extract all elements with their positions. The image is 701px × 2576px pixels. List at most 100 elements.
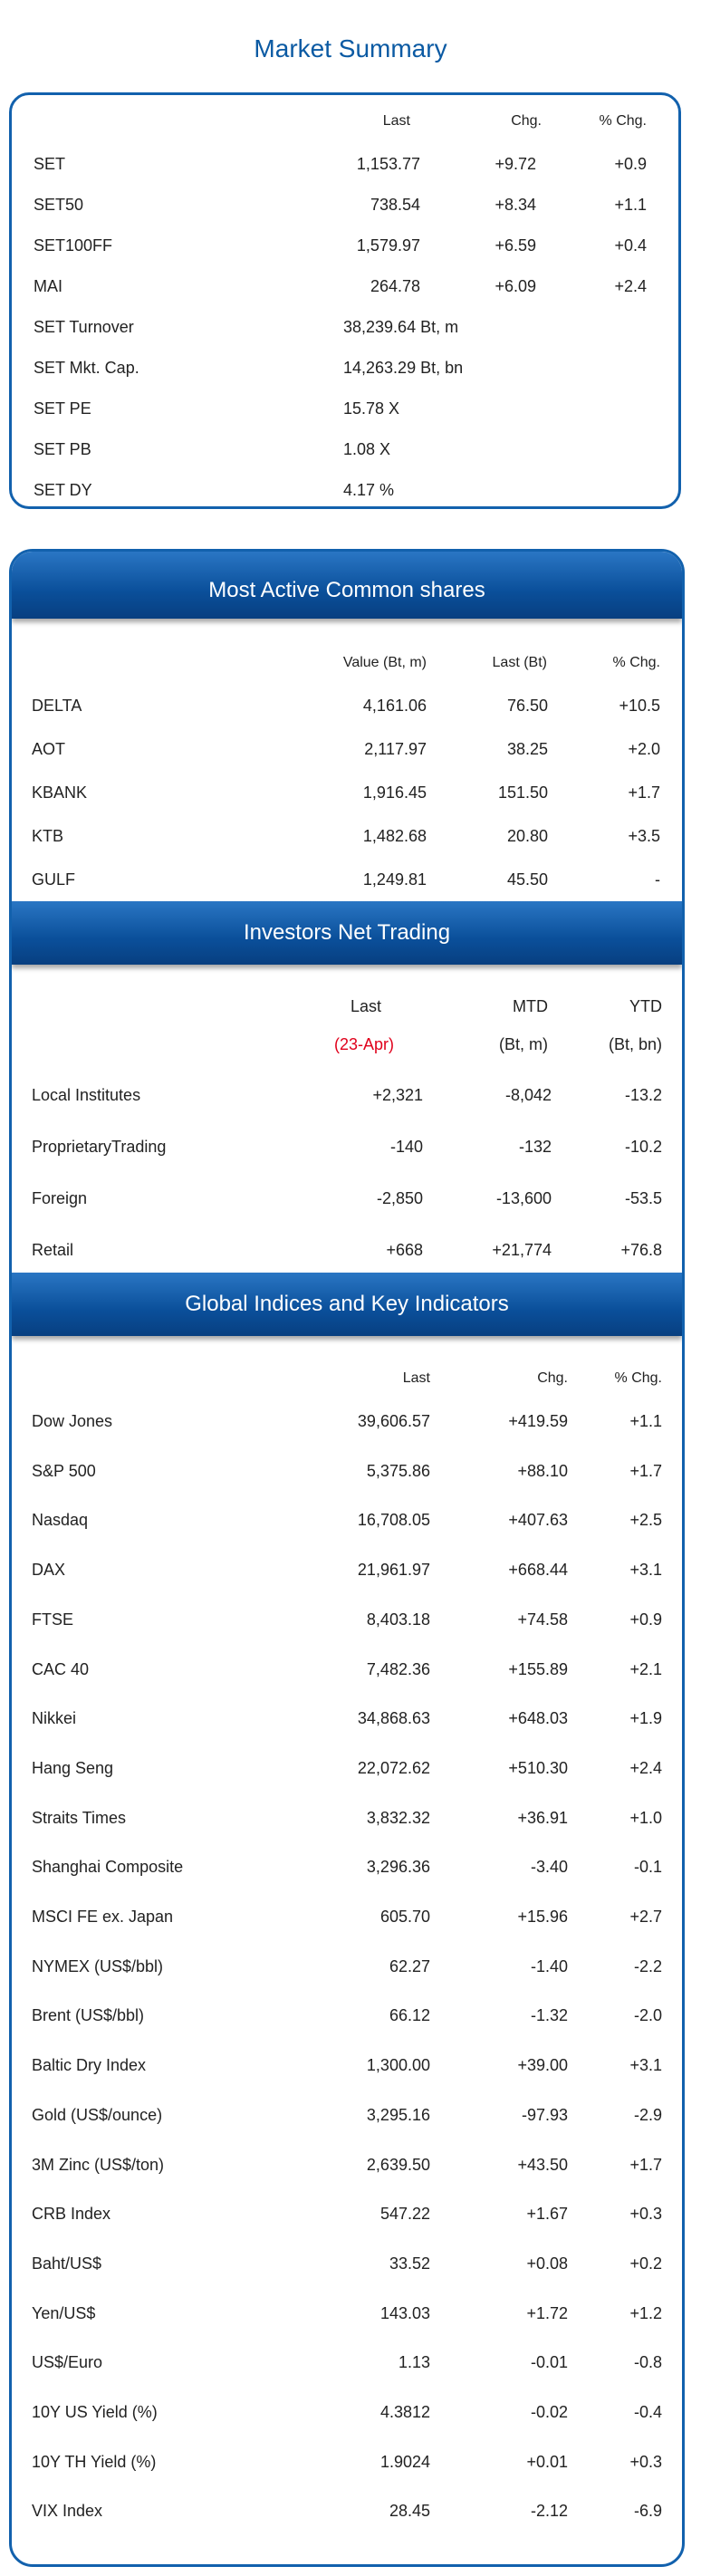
investors-title: Investors Net Trading [243, 920, 451, 945]
row-last-value: 22,072.62 [357, 1758, 430, 1777]
global-row: NYMEX (US$/bbl) 62.27 -1.40 -2.2 [12, 1957, 682, 1985]
row-chg-value: -0.01 [530, 2353, 568, 2372]
row-pct-value: +2.4 [614, 277, 647, 295]
row-last-value: 4.17 % [343, 481, 395, 499]
row-pct-value: +0.9 [629, 1610, 662, 1629]
row-pct-value: +1.7 [629, 2155, 662, 2174]
row-label: Local Institutes [32, 1086, 141, 1104]
investors-row: Retail +668 +21,774 +76.8 [12, 1241, 682, 1268]
row-label: Nasdaq [32, 1511, 89, 1530]
global-row: CRB Index 547.22 +1.67 +0.3 [12, 2205, 682, 2232]
most-active-row: KBANK 1,916.45 151.50 +1.7 [12, 783, 682, 811]
row-label: Yen/US$ [32, 2303, 96, 2322]
row-pct-value: +2.5 [629, 1511, 662, 1530]
investors-header-row: Last MTD YTD [12, 997, 682, 1024]
row-last-value: 143.03 [379, 2303, 430, 2322]
row-chg-value: +36.91 [517, 1808, 568, 1827]
row-label: Baht/US$ [32, 2254, 102, 2273]
row-last-value: 264.78 [370, 277, 420, 295]
most-active-row: DELTA 4,161.06 76.50 +10.5 [12, 697, 682, 724]
row-chg-value: +1.72 [526, 2303, 568, 2322]
row-last-value: 20.80 [506, 827, 548, 845]
row-label: GULF [32, 870, 76, 889]
row-chg-value: -2.12 [530, 2502, 568, 2521]
row-value: 1,916.45 [362, 783, 427, 802]
market-summary-panel: Last Chg. % Chg. SET 1,153.77 +9.72 +0.9 SET50 7… [9, 92, 681, 509]
row-last-value: +668 [386, 1241, 423, 1259]
most-active-header-row: Value (Bt, m) Last (Bt) % Chg. [12, 655, 682, 682]
row-last-value: +2,321 [372, 1086, 423, 1104]
most-active-title: Most Active Common shares [208, 578, 485, 602]
global-row: Gold (US$/ounce) 3,295.16 -97.93 -2.9 [12, 2106, 682, 2133]
col-chg-header: Chg. [537, 1370, 568, 1386]
global-row: 10Y US Yield (%) 4.3812 -0.02 -0.4 [12, 2403, 682, 2430]
global-header-row: Last Chg. % Chg. [12, 1370, 682, 1398]
row-label: Straits Times [32, 1808, 127, 1827]
row-last-value: -140 [389, 1138, 423, 1156]
row-chg-value: +155.89 [508, 1659, 568, 1678]
row-pct-value: - [655, 870, 660, 889]
col-mtd-unit: (Bt, m) [499, 1035, 548, 1053]
row-last-value: 15.78 X [343, 399, 400, 418]
global-row: Brent (US$/bbl) 66.12 -1.32 -2.0 [12, 2006, 682, 2033]
most-active-row: KTB 1,482.68 20.80 +3.5 [12, 827, 682, 854]
row-pct-value: +0.3 [629, 2452, 662, 2471]
row-pct-value: -6.9 [633, 2502, 662, 2521]
row-label: Gold (US$/ounce) [32, 2105, 163, 2124]
global-row: Nikkei 34,868.63 +648.03 +1.9 [12, 1709, 682, 1736]
row-label: AOT [32, 740, 66, 758]
row-label: US$/Euro [32, 2353, 103, 2372]
row-chg-value: +88.10 [517, 1461, 568, 1480]
row-label: Retail [32, 1241, 74, 1259]
col-last-header: Last [402, 1370, 430, 1386]
row-pct-value: -0.1 [633, 1858, 662, 1877]
col-ytd-unit: (Bt, bn) [608, 1035, 662, 1053]
row-pct-value: +1.1 [629, 1412, 662, 1430]
row-pct-value: +1.9 [629, 1709, 662, 1728]
row-pct-value: -2.0 [633, 2006, 662, 2025]
investors-row: ProprietaryTrading -140 -132 -10.2 [12, 1138, 682, 1165]
row-label: SET Turnover [34, 318, 134, 336]
market-summary-title: Market Summary [254, 34, 447, 62]
row-chg-value: -1.40 [530, 1956, 568, 1975]
row-last-value: 547.22 [379, 2205, 430, 2224]
global-row: US$/Euro 1.13 -0.01 -0.8 [12, 2353, 682, 2380]
row-pct-value: +1.7 [628, 783, 660, 802]
row-last-value: 21,961.97 [357, 1561, 430, 1580]
row-last-value: 5,375.86 [366, 1461, 430, 1480]
row-label: NYMEX (US$/bbl) [32, 1956, 164, 1975]
most-active-row: AOT 2,117.97 38.25 +2.0 [12, 740, 682, 767]
row-chg-value: +8.34 [495, 196, 536, 214]
row-label: VIX Index [32, 2502, 103, 2521]
row-last-value: 38.25 [506, 740, 548, 758]
global-row: VIX Index 28.45 -2.12 -6.9 [12, 2502, 682, 2529]
row-last-value: 3,296.36 [366, 1858, 430, 1877]
row-mtd-value: -8,042 [504, 1086, 552, 1104]
row-chg-value: +648.03 [508, 1709, 568, 1728]
row-pct-value: +3.1 [629, 2056, 662, 2075]
row-last-value: -2,850 [376, 1189, 423, 1207]
col-pct-header: % Chg. [612, 655, 660, 670]
row-ytd-value: -53.5 [624, 1189, 662, 1207]
global-row: CAC 40 7,482.36 +155.89 +2.1 [12, 1660, 682, 1687]
col-pct-header: % Chg. [599, 113, 647, 129]
row-label: 3M Zinc (US$/ton) [32, 2155, 165, 2174]
row-last-value: 1,153.77 [356, 155, 420, 173]
row-label: DAX [32, 1561, 66, 1580]
row-last-value: 1,300.00 [366, 2056, 430, 2075]
global-row: S&P 500 5,375.86 +88.10 +1.7 [12, 1462, 682, 1489]
row-last-value: 34,868.63 [357, 1709, 430, 1728]
row-label: SET Mkt. Cap. [34, 359, 139, 377]
global-row: Baltic Dry Index 1,300.00 +39.00 +3.1 [12, 2056, 682, 2083]
row-label: CRB Index [32, 2205, 111, 2224]
row-pct-value: +2.0 [628, 740, 660, 758]
row-pct-value: +1.0 [629, 1808, 662, 1827]
row-chg-value: -97.93 [521, 2105, 568, 2124]
row-pct-value: +0.3 [629, 2205, 662, 2224]
row-last-value: 1.13 [398, 2353, 430, 2372]
row-pct-value: +2.1 [629, 1659, 662, 1678]
row-pct-value: -0.4 [633, 2403, 662, 2421]
row-pct-value: +2.4 [629, 1758, 662, 1777]
row-label: ProprietaryTrading [32, 1138, 167, 1156]
row-label: KBANK [32, 783, 88, 802]
